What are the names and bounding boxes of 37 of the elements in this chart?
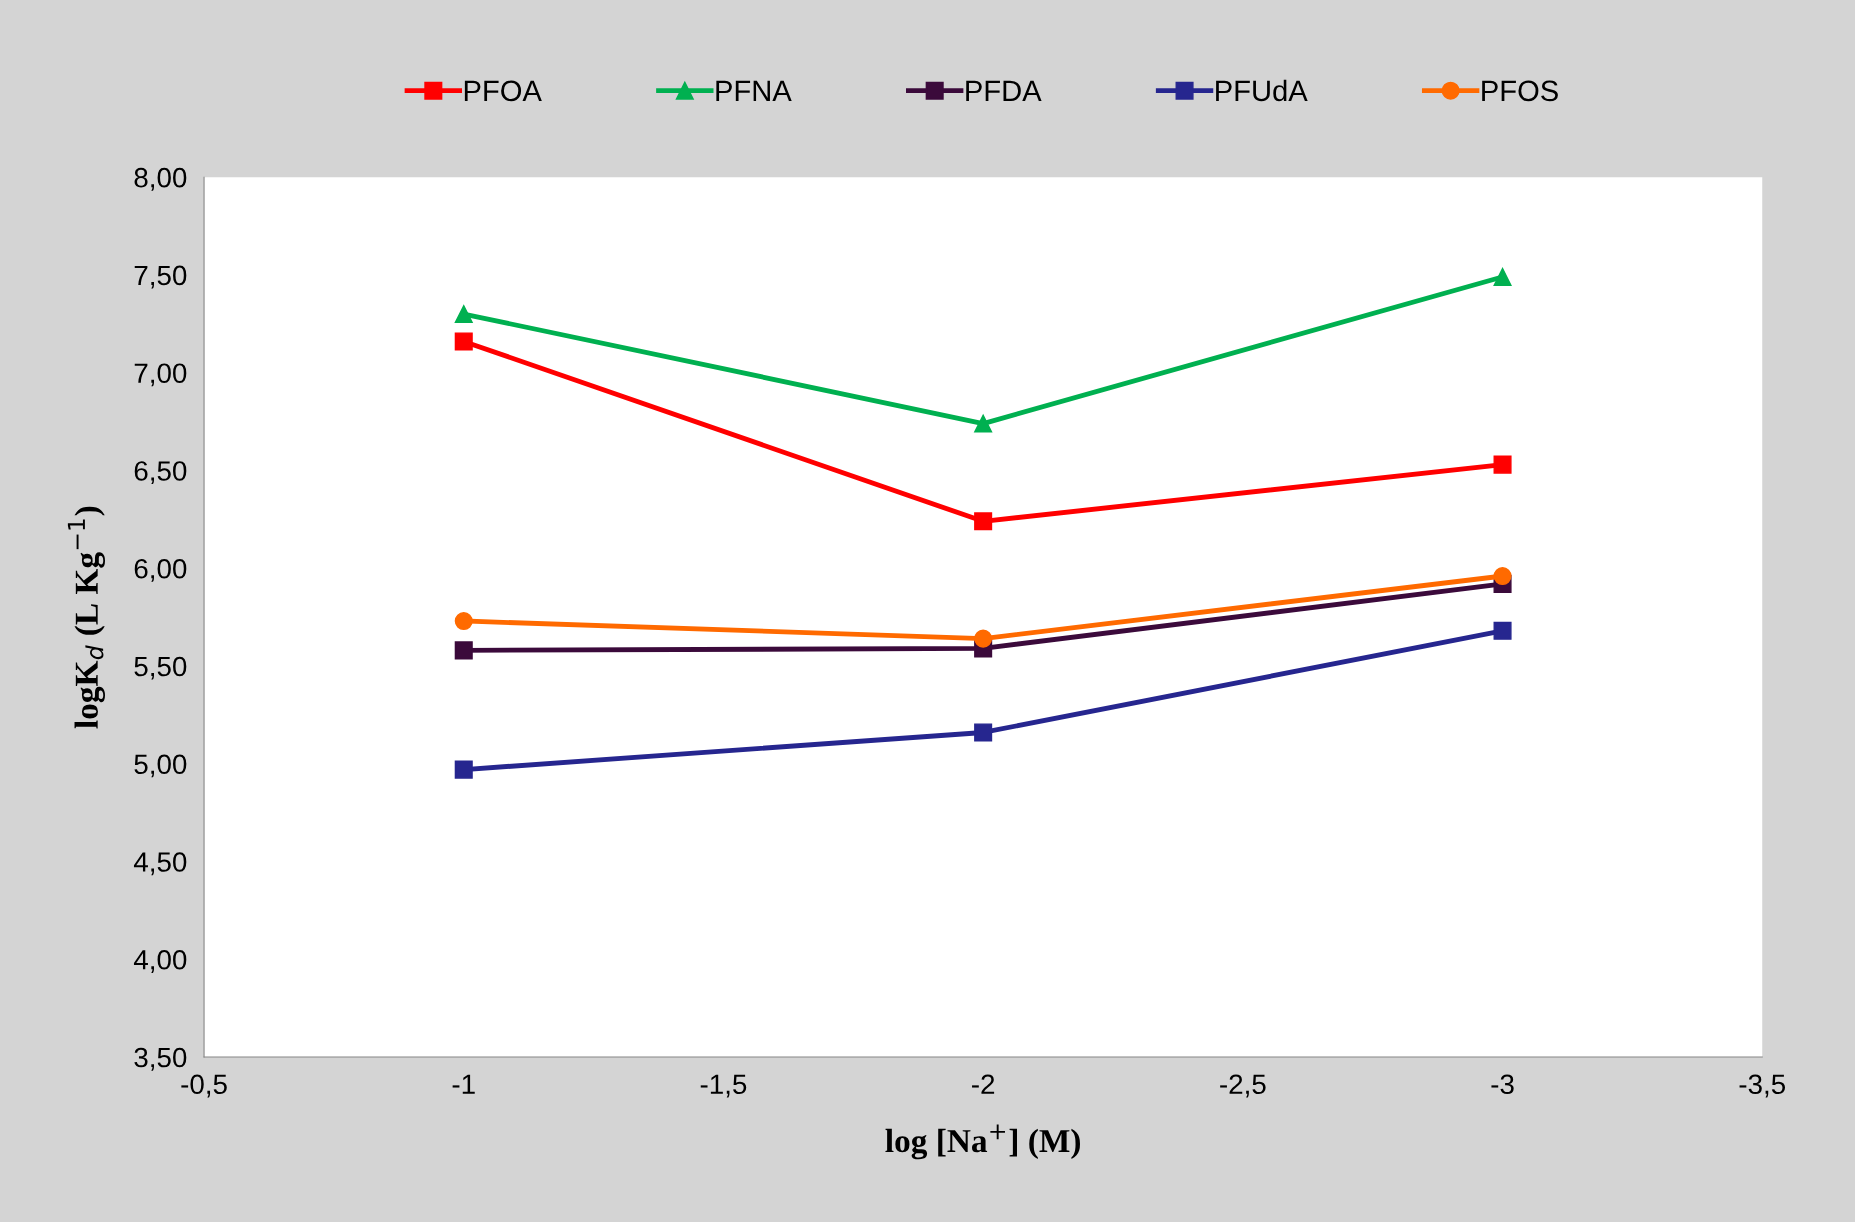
y-tick-label: 8,00	[134, 167, 187, 191]
point	[974, 414, 993, 433]
point	[974, 512, 993, 531]
y-tick-label: 7,50	[134, 265, 187, 289]
point	[454, 305, 473, 324]
point	[454, 641, 473, 660]
y-tick-label: 5,00	[134, 754, 187, 778]
legend-label: PFDA	[966, 80, 1042, 101]
x-axis-title: log [Na$^{+}$] (M)	[885, 1124, 1080, 1160]
x-tick-label: -1,5	[700, 1074, 747, 1098]
x-tick-label: -3	[1491, 1074, 1514, 1095]
point	[454, 611, 473, 631]
legend-label: PFUdA	[1216, 79, 1308, 102]
x-tick-label: -1	[452, 1074, 475, 1094]
x-tick-label: -3,5	[1739, 1074, 1786, 1098]
point	[1493, 567, 1512, 586]
y-tick-label: 7,00	[134, 363, 187, 387]
y-tick-label: 6,00	[134, 558, 187, 582]
y-axis-title: logK$_{d}$ (L Kg$^{−1}$)	[67, 506, 106, 729]
y-tick-label: 3,50	[134, 1047, 187, 1071]
legend-label: PFNA	[716, 80, 792, 101]
point	[974, 629, 993, 648]
point	[974, 723, 993, 742]
point	[454, 332, 473, 351]
x-tick-label: -2	[972, 1074, 995, 1094]
y-tick-label: 6,50	[134, 461, 187, 485]
y-tick-label: 5,50	[134, 656, 187, 680]
point	[1493, 621, 1512, 640]
y-tick-label: 4,00	[133, 949, 187, 973]
point	[1493, 455, 1512, 474]
y-tick-label: 4,50	[133, 852, 187, 876]
legend-label: PFOA	[464, 80, 542, 102]
legend-label: PFOS	[1482, 80, 1558, 102]
x-tick-label: -0,5	[181, 1074, 227, 1098]
point	[1493, 267, 1512, 286]
point	[454, 760, 473, 779]
x-tick-label: -2,5	[1220, 1074, 1266, 1098]
